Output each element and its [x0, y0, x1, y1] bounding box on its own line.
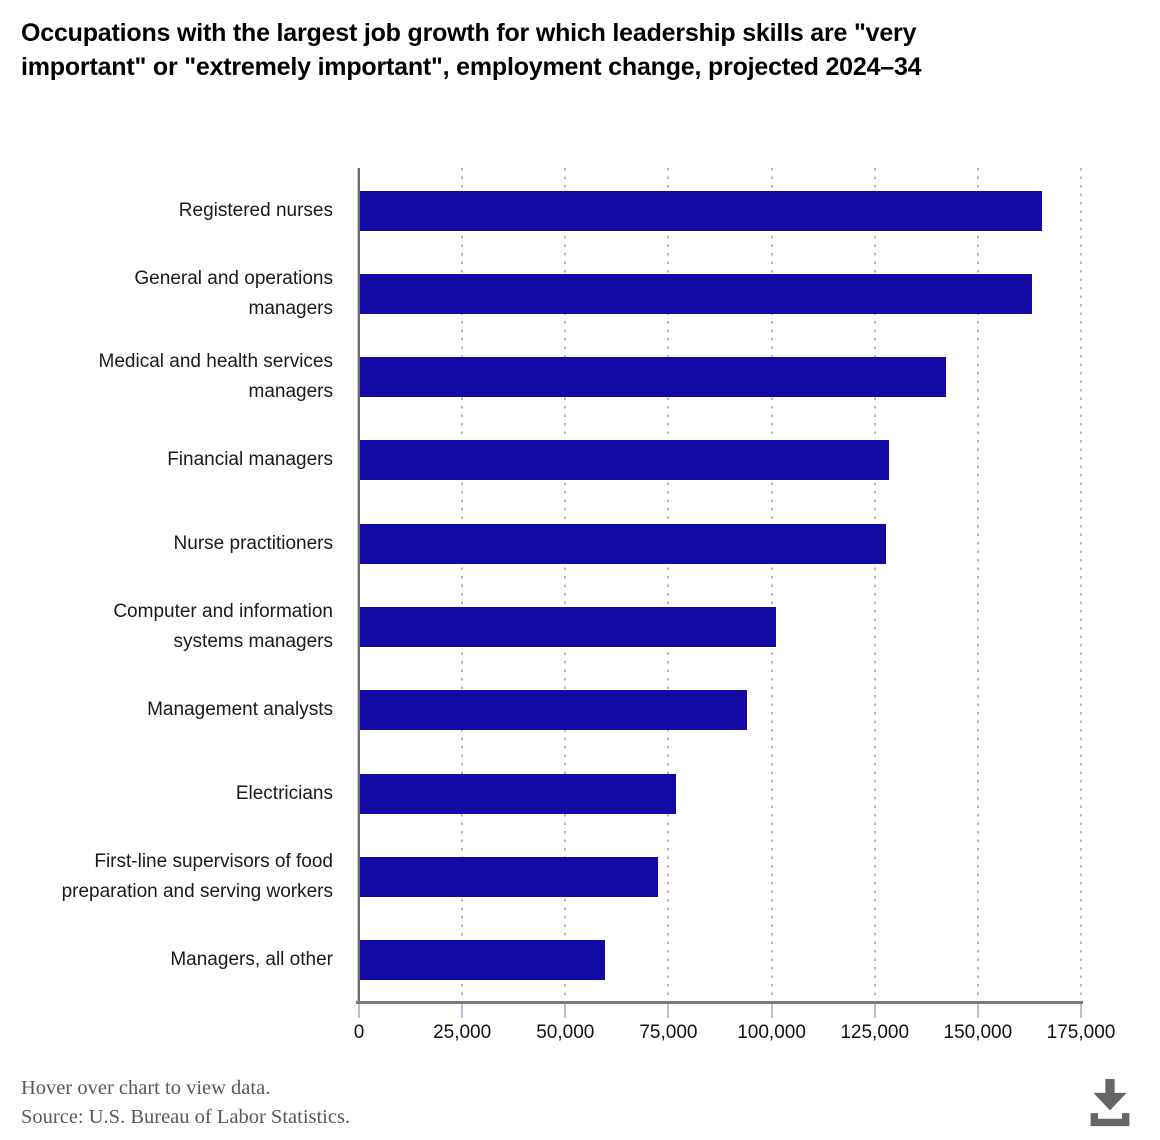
gridline — [770, 168, 773, 1001]
x-tick-label: 150,000 — [943, 1022, 1013, 1043]
bar-management-analysts[interactable] — [360, 690, 747, 731]
chart-title-line2: important" or "extremely important", emp… — [21, 53, 922, 81]
bar-nurse-practitioners[interactable] — [360, 523, 887, 564]
x-tick-label: 125,000 — [840, 1022, 910, 1043]
category-label: Medical and health services managers — [98, 351, 333, 403]
gridline — [976, 168, 979, 1001]
bar-managers-all-other[interactable] — [360, 940, 605, 981]
x-tick-label: 0 — [353, 1022, 365, 1043]
x-tick-mark — [461, 1004, 464, 1018]
category-label: Registered nurses — [178, 199, 333, 221]
download-icon[interactable] — [1087, 1079, 1133, 1127]
chart-title: Occupations with the largest job growth … — [21, 16, 1091, 84]
x-tick-mark — [1080, 1004, 1082, 1018]
category-label: Computer and information systems manager… — [113, 601, 333, 652]
bar-first-line-supervisors-of-food-preparation-and-serving-workers[interactable] — [360, 856, 659, 897]
gridline — [461, 168, 464, 1001]
gridline — [873, 168, 876, 1001]
category-label: General and operations managers — [134, 267, 333, 319]
category-label: Management analysts — [147, 699, 333, 721]
gridline — [1080, 168, 1082, 1001]
category-label: Electricians — [235, 782, 333, 804]
category-label: Financial managers — [167, 449, 333, 471]
x-tick-label: 175,000 — [1046, 1022, 1116, 1043]
bar-electricians[interactable] — [360, 773, 677, 814]
x-tick-label: 50,000 — [536, 1022, 595, 1043]
chart-title-line1: Occupations with the largest job growth … — [21, 19, 917, 47]
gridline — [667, 168, 670, 1001]
hover-instruction: Hover over chart to view data. — [21, 1077, 271, 1099]
category-label: First-line supervisors of food preparati… — [61, 850, 333, 902]
x-tick-mark — [873, 1004, 876, 1018]
category-label: Managers, all other — [170, 949, 333, 971]
x-tick-mark — [667, 1004, 670, 1018]
bar-financial-managers[interactable] — [360, 440, 889, 481]
x-tick-label: 100,000 — [737, 1022, 806, 1043]
x-tick-label: 25,000 — [433, 1022, 492, 1043]
y-axis-line — [357, 168, 360, 1004]
gridline — [564, 168, 567, 1001]
x-tick-mark — [770, 1004, 773, 1018]
x-tick-label: 75,000 — [639, 1022, 698, 1043]
bar-computer-and-information-systems-managers[interactable] — [360, 607, 777, 647]
bar-general-and-operations-managers[interactable] — [360, 273, 1033, 314]
x-tick-mark — [358, 1004, 360, 1018]
x-tick-mark — [976, 1004, 979, 1018]
bar-medical-and-health-services-managers[interactable] — [360, 357, 947, 398]
x-axis-line — [356, 1001, 1083, 1004]
category-label: Nurse practitioners — [173, 532, 333, 554]
bar-registered-nurses[interactable] — [360, 190, 1042, 231]
x-tick-mark — [564, 1004, 567, 1018]
source-note: Source: U.S. Bureau of Labor Statistics. — [21, 1106, 351, 1128]
